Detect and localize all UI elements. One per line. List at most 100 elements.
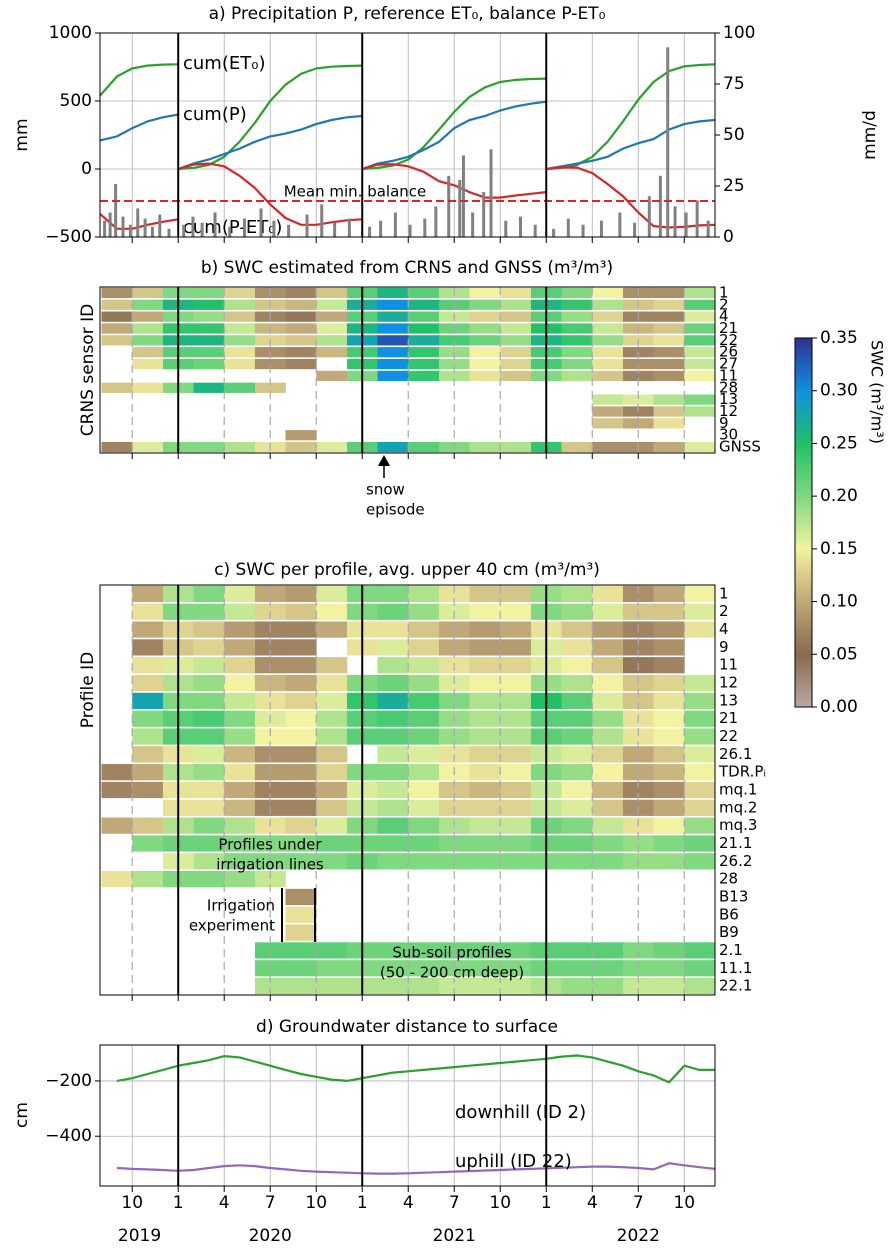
series-label: cum(ET₀) xyxy=(183,53,265,74)
annotation: episode xyxy=(366,501,425,519)
heat-cell xyxy=(377,639,409,656)
heat-cell xyxy=(500,674,532,692)
row-label: 12 xyxy=(719,402,738,420)
heat-cell xyxy=(132,603,164,620)
heat-cell xyxy=(224,835,256,852)
heat-cell xyxy=(377,335,409,346)
heat-cell xyxy=(285,674,317,692)
heat-cell xyxy=(469,835,501,852)
heat-cell xyxy=(285,888,317,906)
row-label: 30 xyxy=(719,426,738,444)
heat-cell xyxy=(561,781,593,799)
heat-cell xyxy=(561,639,593,656)
heat-cell xyxy=(500,817,532,834)
heat-cell xyxy=(224,853,256,870)
heat-cell xyxy=(653,817,685,834)
heat-cell xyxy=(132,674,164,692)
precip-bar xyxy=(191,216,195,237)
heat-cell xyxy=(193,347,225,358)
precip-bar xyxy=(471,212,475,237)
heat-cell xyxy=(592,692,624,709)
row-label: 21.1 xyxy=(719,834,752,852)
heat-cell xyxy=(684,603,716,620)
heat-cell xyxy=(408,639,440,656)
heat-cell xyxy=(193,781,225,799)
heat-cell xyxy=(224,441,256,453)
precip-bar xyxy=(108,212,112,237)
heat-cell xyxy=(469,657,501,674)
heat-cell xyxy=(500,323,532,334)
precip-bar xyxy=(706,220,710,237)
annotation: irrigation lines xyxy=(216,856,324,874)
heat-cell xyxy=(592,817,624,834)
heat-cell xyxy=(469,370,501,382)
heat-cell xyxy=(622,358,654,370)
heat-cell xyxy=(653,674,685,692)
heat-cell xyxy=(316,323,348,334)
annotation: experiment xyxy=(189,917,275,935)
heat-cell xyxy=(132,764,164,781)
heat-cell xyxy=(653,347,685,358)
heat-cell xyxy=(653,358,685,370)
heat-cell xyxy=(193,335,225,346)
heat-cell xyxy=(224,799,256,816)
row-label: 22.1 xyxy=(719,977,752,995)
annotation: (50 - 200 cm deep) xyxy=(380,964,524,982)
heat-cell xyxy=(285,906,317,923)
heat-cell xyxy=(377,603,409,620)
heat-cell xyxy=(132,817,164,834)
heat-cell xyxy=(653,960,685,977)
heat-cell xyxy=(193,382,225,393)
heat-cell xyxy=(377,799,409,816)
heat-cell xyxy=(224,621,256,638)
heat-cell xyxy=(622,781,654,799)
heat-cell xyxy=(684,311,716,322)
y2-axis-label: mm/d xyxy=(860,110,880,160)
colorbar-tick-label: 0.30 xyxy=(820,381,858,401)
heat-cell xyxy=(500,603,532,620)
heat-cell xyxy=(101,299,133,310)
heat-cell xyxy=(469,585,501,603)
precip-bar xyxy=(242,218,246,237)
heat-cell xyxy=(592,746,624,763)
precip-bar xyxy=(599,220,603,237)
heat-cell xyxy=(500,347,532,358)
heat-cell xyxy=(101,287,133,299)
heat-cell xyxy=(316,692,348,709)
heat-cell xyxy=(377,674,409,692)
x-tick-label: 7 xyxy=(265,1193,276,1213)
heat-cell xyxy=(592,853,624,870)
heat-cell xyxy=(377,347,409,358)
precip-bar xyxy=(158,214,162,237)
y-tick-label: −200 xyxy=(45,1071,92,1091)
heat-cell xyxy=(592,799,624,816)
heat-cell xyxy=(193,728,225,745)
heat-cell xyxy=(132,657,164,674)
heat-cell xyxy=(285,358,317,370)
heat-cell xyxy=(408,942,440,959)
row-label: mq.3 xyxy=(719,816,757,834)
heat-cell xyxy=(561,764,593,781)
precip-bar xyxy=(408,224,412,237)
heat-cell xyxy=(438,977,470,995)
heat-cell xyxy=(500,942,532,959)
heat-cell xyxy=(408,817,440,834)
series-label: downhill (ID 2) xyxy=(455,1102,586,1123)
heat-cell xyxy=(561,817,593,834)
colorbar-tick-label: 0.20 xyxy=(820,486,858,506)
heat-cell xyxy=(469,799,501,816)
precip-bar xyxy=(618,212,622,237)
heat-cell xyxy=(592,977,624,995)
heat-cell xyxy=(684,335,716,346)
heat-cell xyxy=(622,835,654,852)
heat-cell xyxy=(285,942,317,959)
heat-cell xyxy=(500,835,532,852)
heat-cell xyxy=(377,835,409,852)
row-label: 21 xyxy=(719,319,738,337)
heat-cell xyxy=(469,441,501,453)
heat-cell xyxy=(592,347,624,358)
heat-cell xyxy=(592,639,624,656)
row-label: 28 xyxy=(719,378,738,396)
heat-cell xyxy=(500,358,532,370)
heat-cell xyxy=(285,657,317,674)
